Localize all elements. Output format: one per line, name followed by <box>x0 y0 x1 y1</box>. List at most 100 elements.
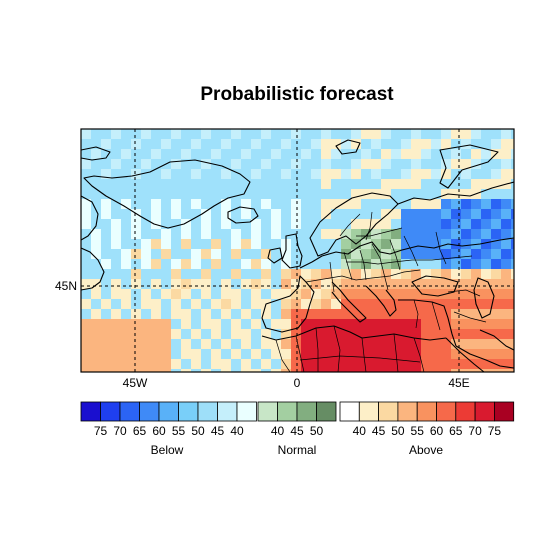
probability-cell <box>221 359 232 370</box>
probability-cell <box>481 179 492 190</box>
probability-cell <box>271 169 282 180</box>
probability-cell <box>131 199 142 210</box>
probability-cell <box>121 149 132 160</box>
probability-cell <box>401 249 412 260</box>
probability-cell <box>441 199 452 210</box>
probability-cell <box>91 349 102 360</box>
legend-normal-swatch <box>277 401 298 422</box>
iceland-coast <box>227 206 259 224</box>
probability-cell <box>101 239 112 250</box>
probability-cell <box>421 269 432 280</box>
probability-cell <box>501 349 512 360</box>
probability-cell <box>131 219 142 230</box>
probability-cell <box>341 159 352 170</box>
probability-cell <box>151 179 162 190</box>
probability-cell <box>141 139 152 150</box>
probability-cell <box>471 129 482 140</box>
probability-cell <box>291 309 302 320</box>
probability-cell <box>431 309 442 320</box>
probability-cell <box>361 249 372 260</box>
probability-cell <box>221 189 232 200</box>
probability-cell <box>341 209 352 220</box>
probability-cell <box>141 219 152 230</box>
probability-cell <box>451 369 462 372</box>
probability-cell <box>291 359 302 370</box>
probability-cell <box>381 199 392 210</box>
probability-cell <box>411 289 422 300</box>
legend-above-swatch <box>474 401 495 422</box>
probability-cell <box>101 179 112 190</box>
probability-cell <box>231 289 242 300</box>
probability-cell <box>221 159 232 170</box>
probability-cell <box>331 269 342 280</box>
probability-cell <box>461 139 472 150</box>
probability-cell <box>251 139 262 150</box>
probability-cell <box>361 259 372 270</box>
probability-cell <box>351 229 362 240</box>
probability-cell <box>421 299 432 310</box>
probability-cell <box>131 259 142 270</box>
probability-cell <box>391 129 402 140</box>
probability-cell <box>201 369 212 372</box>
probability-cell <box>471 339 482 350</box>
probability-cell <box>181 269 192 280</box>
probability-cell <box>261 139 272 150</box>
probability-cell <box>241 309 252 320</box>
probability-cell <box>161 259 172 270</box>
probability-cell <box>281 229 292 240</box>
probability-cell <box>491 169 502 180</box>
probability-cell <box>121 169 132 180</box>
probability-cell <box>211 329 222 340</box>
probability-cell <box>441 369 452 372</box>
legend-above-label: 70 <box>468 424 482 438</box>
probability-cell <box>361 199 372 210</box>
probability-cell <box>421 209 432 220</box>
probability-cell <box>471 259 482 270</box>
probability-cell <box>241 229 252 240</box>
probability-cell <box>231 229 242 240</box>
probability-cell <box>211 369 222 372</box>
probability-cell <box>461 349 472 360</box>
probability-cell <box>431 369 442 372</box>
probability-cell <box>361 329 372 340</box>
probability-cell <box>291 169 302 180</box>
probability-cell <box>151 129 162 140</box>
probability-cell <box>141 309 152 320</box>
probability-cell <box>491 239 502 250</box>
probability-cell <box>141 249 152 260</box>
probability-cell <box>431 329 442 340</box>
probability-cell <box>261 369 272 372</box>
probability-cell <box>471 369 482 372</box>
probability-cell <box>241 349 252 360</box>
probability-cell <box>81 129 92 140</box>
probability-cell <box>461 319 472 330</box>
probability-cell <box>481 209 492 220</box>
probability-cell <box>421 369 432 372</box>
probability-cell <box>171 219 182 230</box>
probability-cell <box>301 259 312 270</box>
probability-cell <box>91 359 102 370</box>
probability-cell <box>391 309 402 320</box>
probability-cell <box>231 219 242 230</box>
probability-cell <box>481 199 492 210</box>
probability-cell <box>511 219 514 230</box>
probability-cell <box>181 169 192 180</box>
probability-cell <box>111 219 122 230</box>
probability-cell <box>411 139 422 150</box>
probability-cell <box>431 129 442 140</box>
probability-cell <box>311 249 322 260</box>
probability-cell <box>131 239 142 250</box>
probability-cell <box>111 199 122 210</box>
probability-cell <box>501 139 512 150</box>
probability-cell <box>221 139 232 150</box>
probability-cell <box>301 149 312 160</box>
probability-cell <box>91 309 102 320</box>
probability-cell <box>201 319 212 330</box>
probability-cell <box>361 369 372 372</box>
probability-cell <box>261 229 272 240</box>
probability-cell <box>171 259 182 270</box>
probability-cell <box>361 349 372 360</box>
probability-cell <box>221 169 232 180</box>
probability-cell <box>251 339 262 350</box>
probability-cell <box>291 279 302 290</box>
